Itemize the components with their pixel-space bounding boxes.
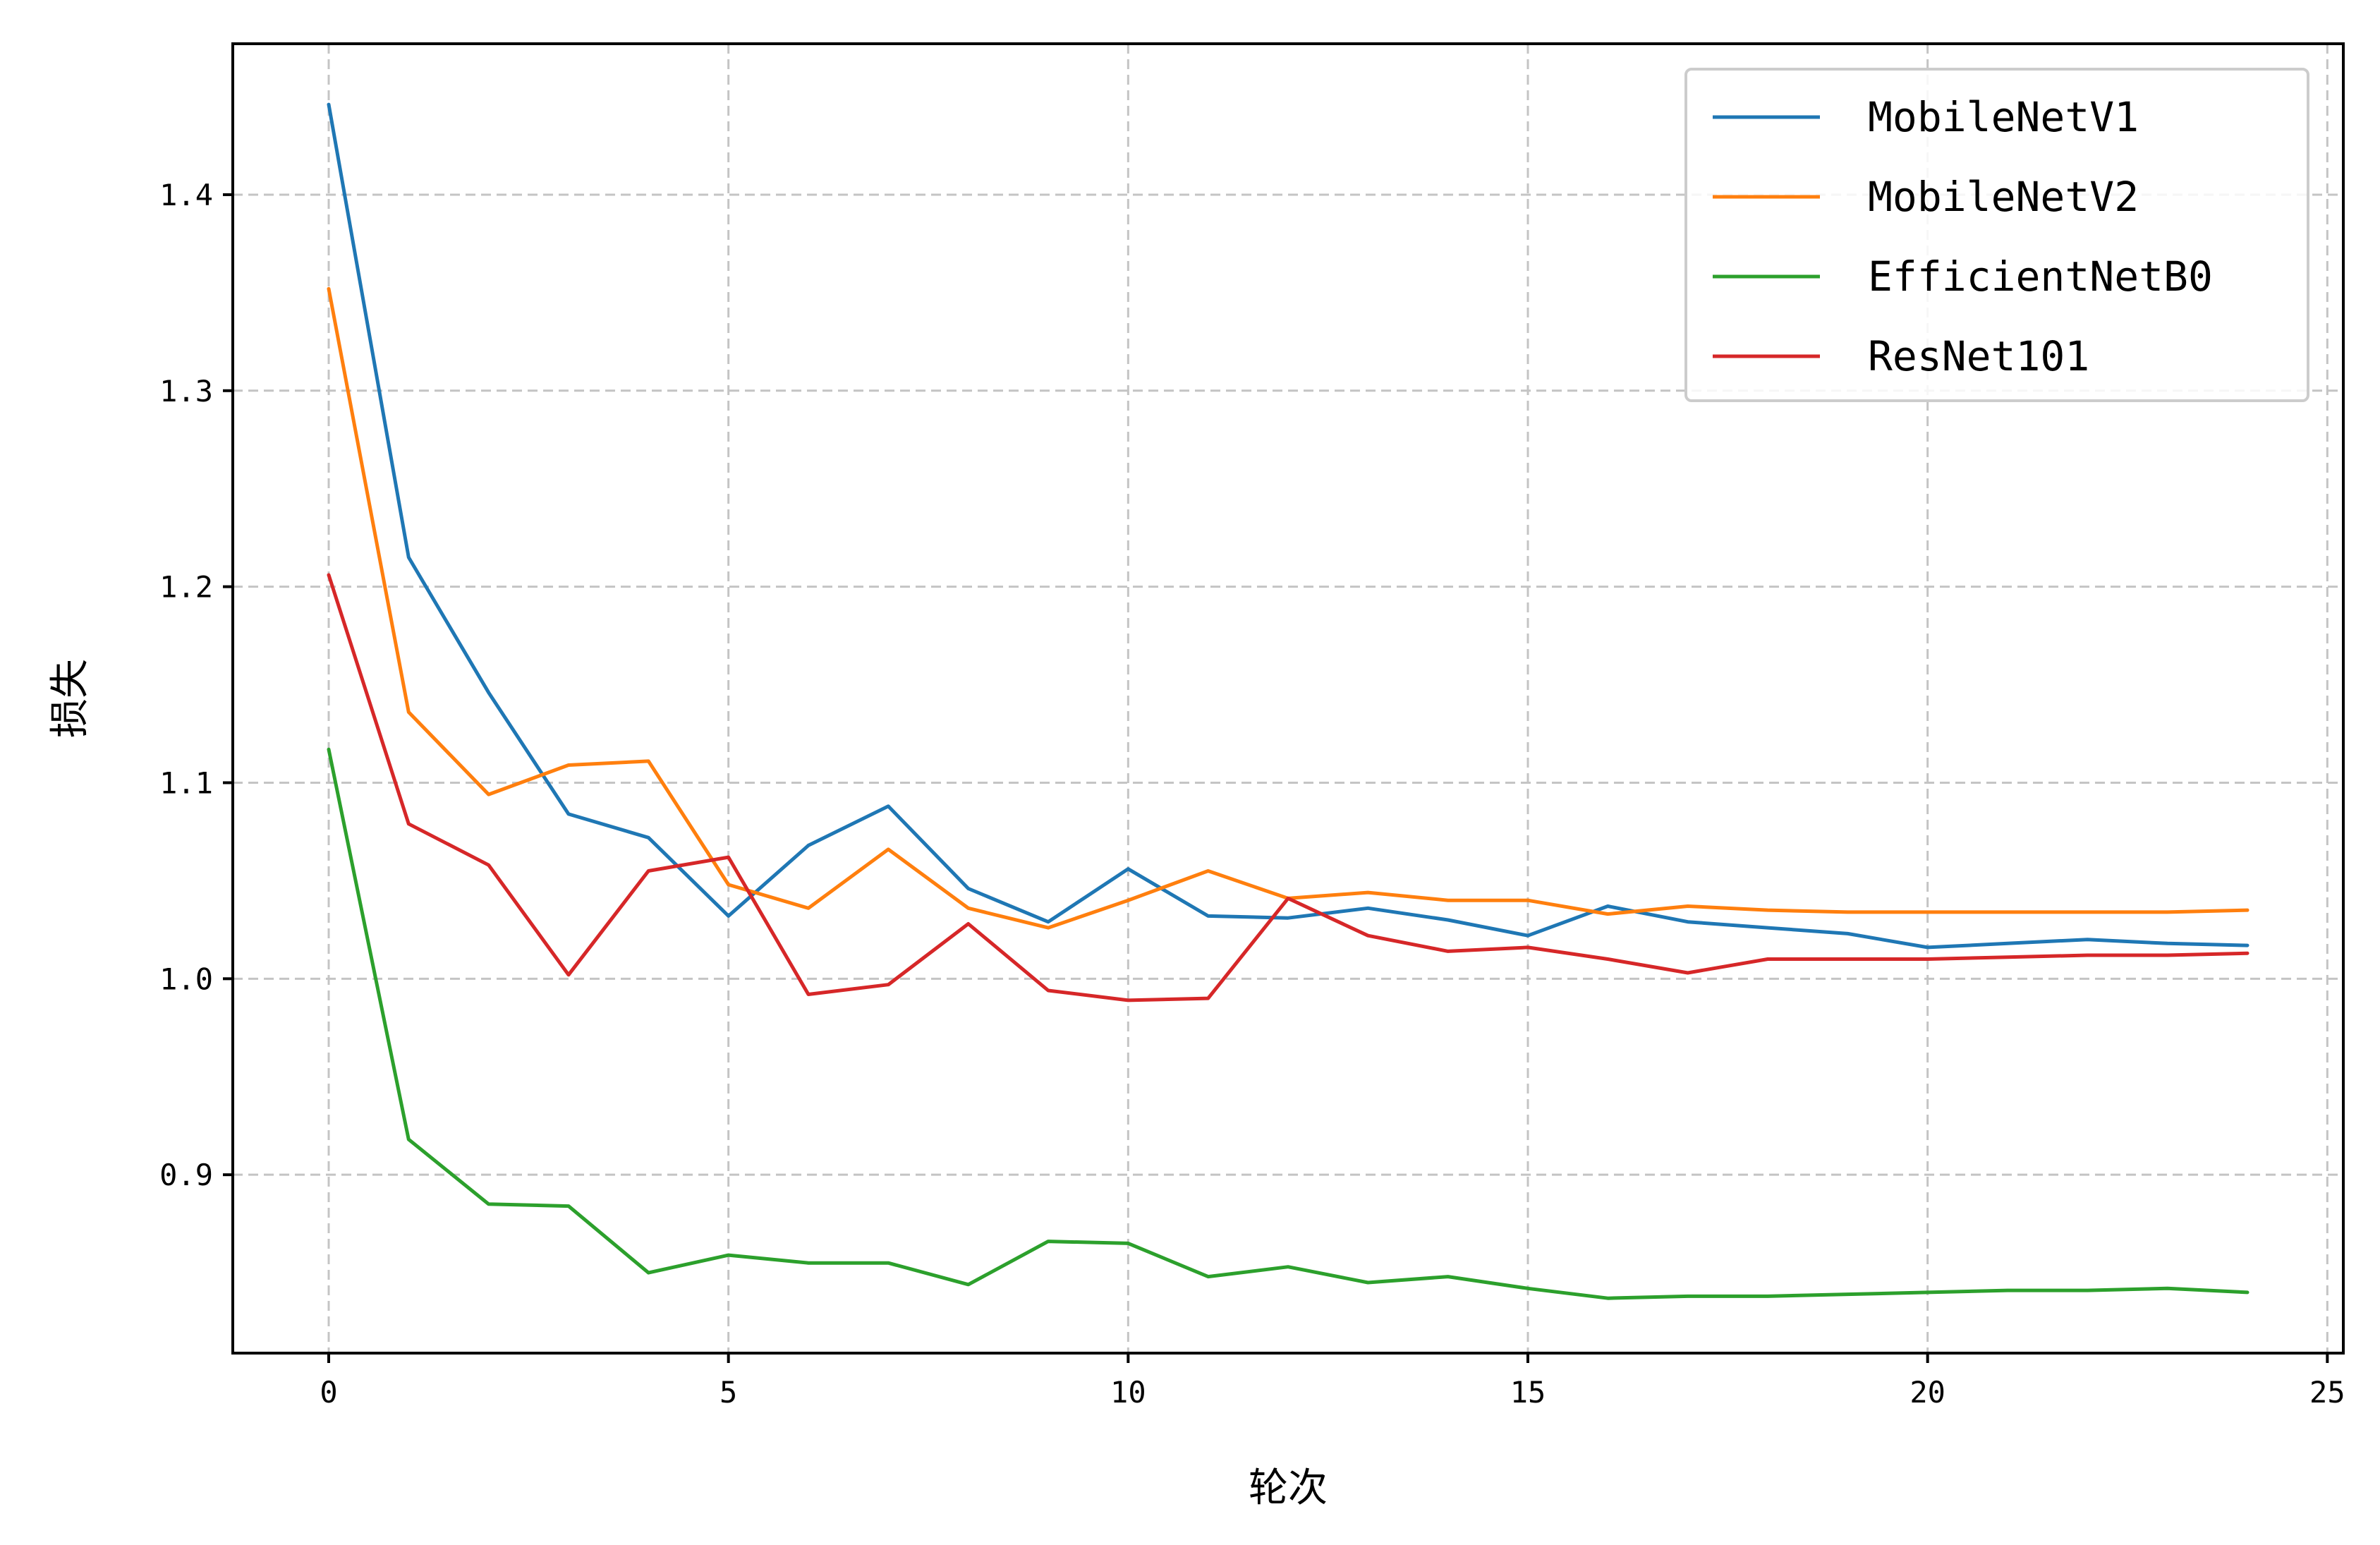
legend-box — [1684, 68, 2309, 402]
x-tick-label: 0 — [320, 1375, 337, 1410]
x-tick-label: 25 — [2309, 1375, 2345, 1410]
plot-frame — [231, 42, 2345, 1355]
x-tick-label: 20 — [1910, 1375, 1945, 1410]
series-lines — [327, 102, 2250, 1300]
legend-label: MobileNetV2 — [1868, 173, 2139, 221]
series-line-mobilenetv1 — [327, 102, 2250, 950]
y-tick-label: 1.2 — [159, 570, 213, 605]
legend-label: MobileNetV1 — [1868, 93, 2139, 141]
y-tick-label: 1.3 — [159, 374, 213, 408]
x-axis: 0 5 10 15 20 25 — [320, 1353, 2345, 1410]
series-line-resnet101 — [327, 573, 2250, 1002]
x-axis-title: 轮次 — [1249, 1465, 1328, 1511]
x-tick-label: 10 — [1110, 1375, 1146, 1410]
x-tick-label: 15 — [1510, 1375, 1546, 1410]
y-axis: 0.9 1.0 1.1 1.2 1.3 1.4 — [159, 178, 233, 1192]
legend-label: EfficientNetB0 — [1868, 253, 2213, 301]
y-tick-label: 1.0 — [159, 962, 213, 996]
y-axis-title: 损失 — [47, 659, 93, 738]
legend-entry: EfficientNetB0 — [1713, 253, 2213, 301]
y-tick-label: 0.9 — [159, 1158, 213, 1192]
legend: MobileNetV1 MobileNetV2 EfficientNetB0 ResN… — [1684, 68, 2309, 402]
y-tick-label: 1.1 — [159, 765, 213, 800]
x-tick-label: 5 — [720, 1375, 737, 1410]
legend-entry: ResNet101 — [1713, 332, 2089, 380]
series-line-efficientnetb0 — [327, 747, 2250, 1300]
y-tick-label: 1.4 — [159, 178, 213, 212]
legend-label: ResNet101 — [1868, 332, 2089, 380]
legend-entry: MobileNetV2 — [1713, 173, 2139, 221]
legend-entry: MobileNetV1 — [1713, 93, 2139, 141]
